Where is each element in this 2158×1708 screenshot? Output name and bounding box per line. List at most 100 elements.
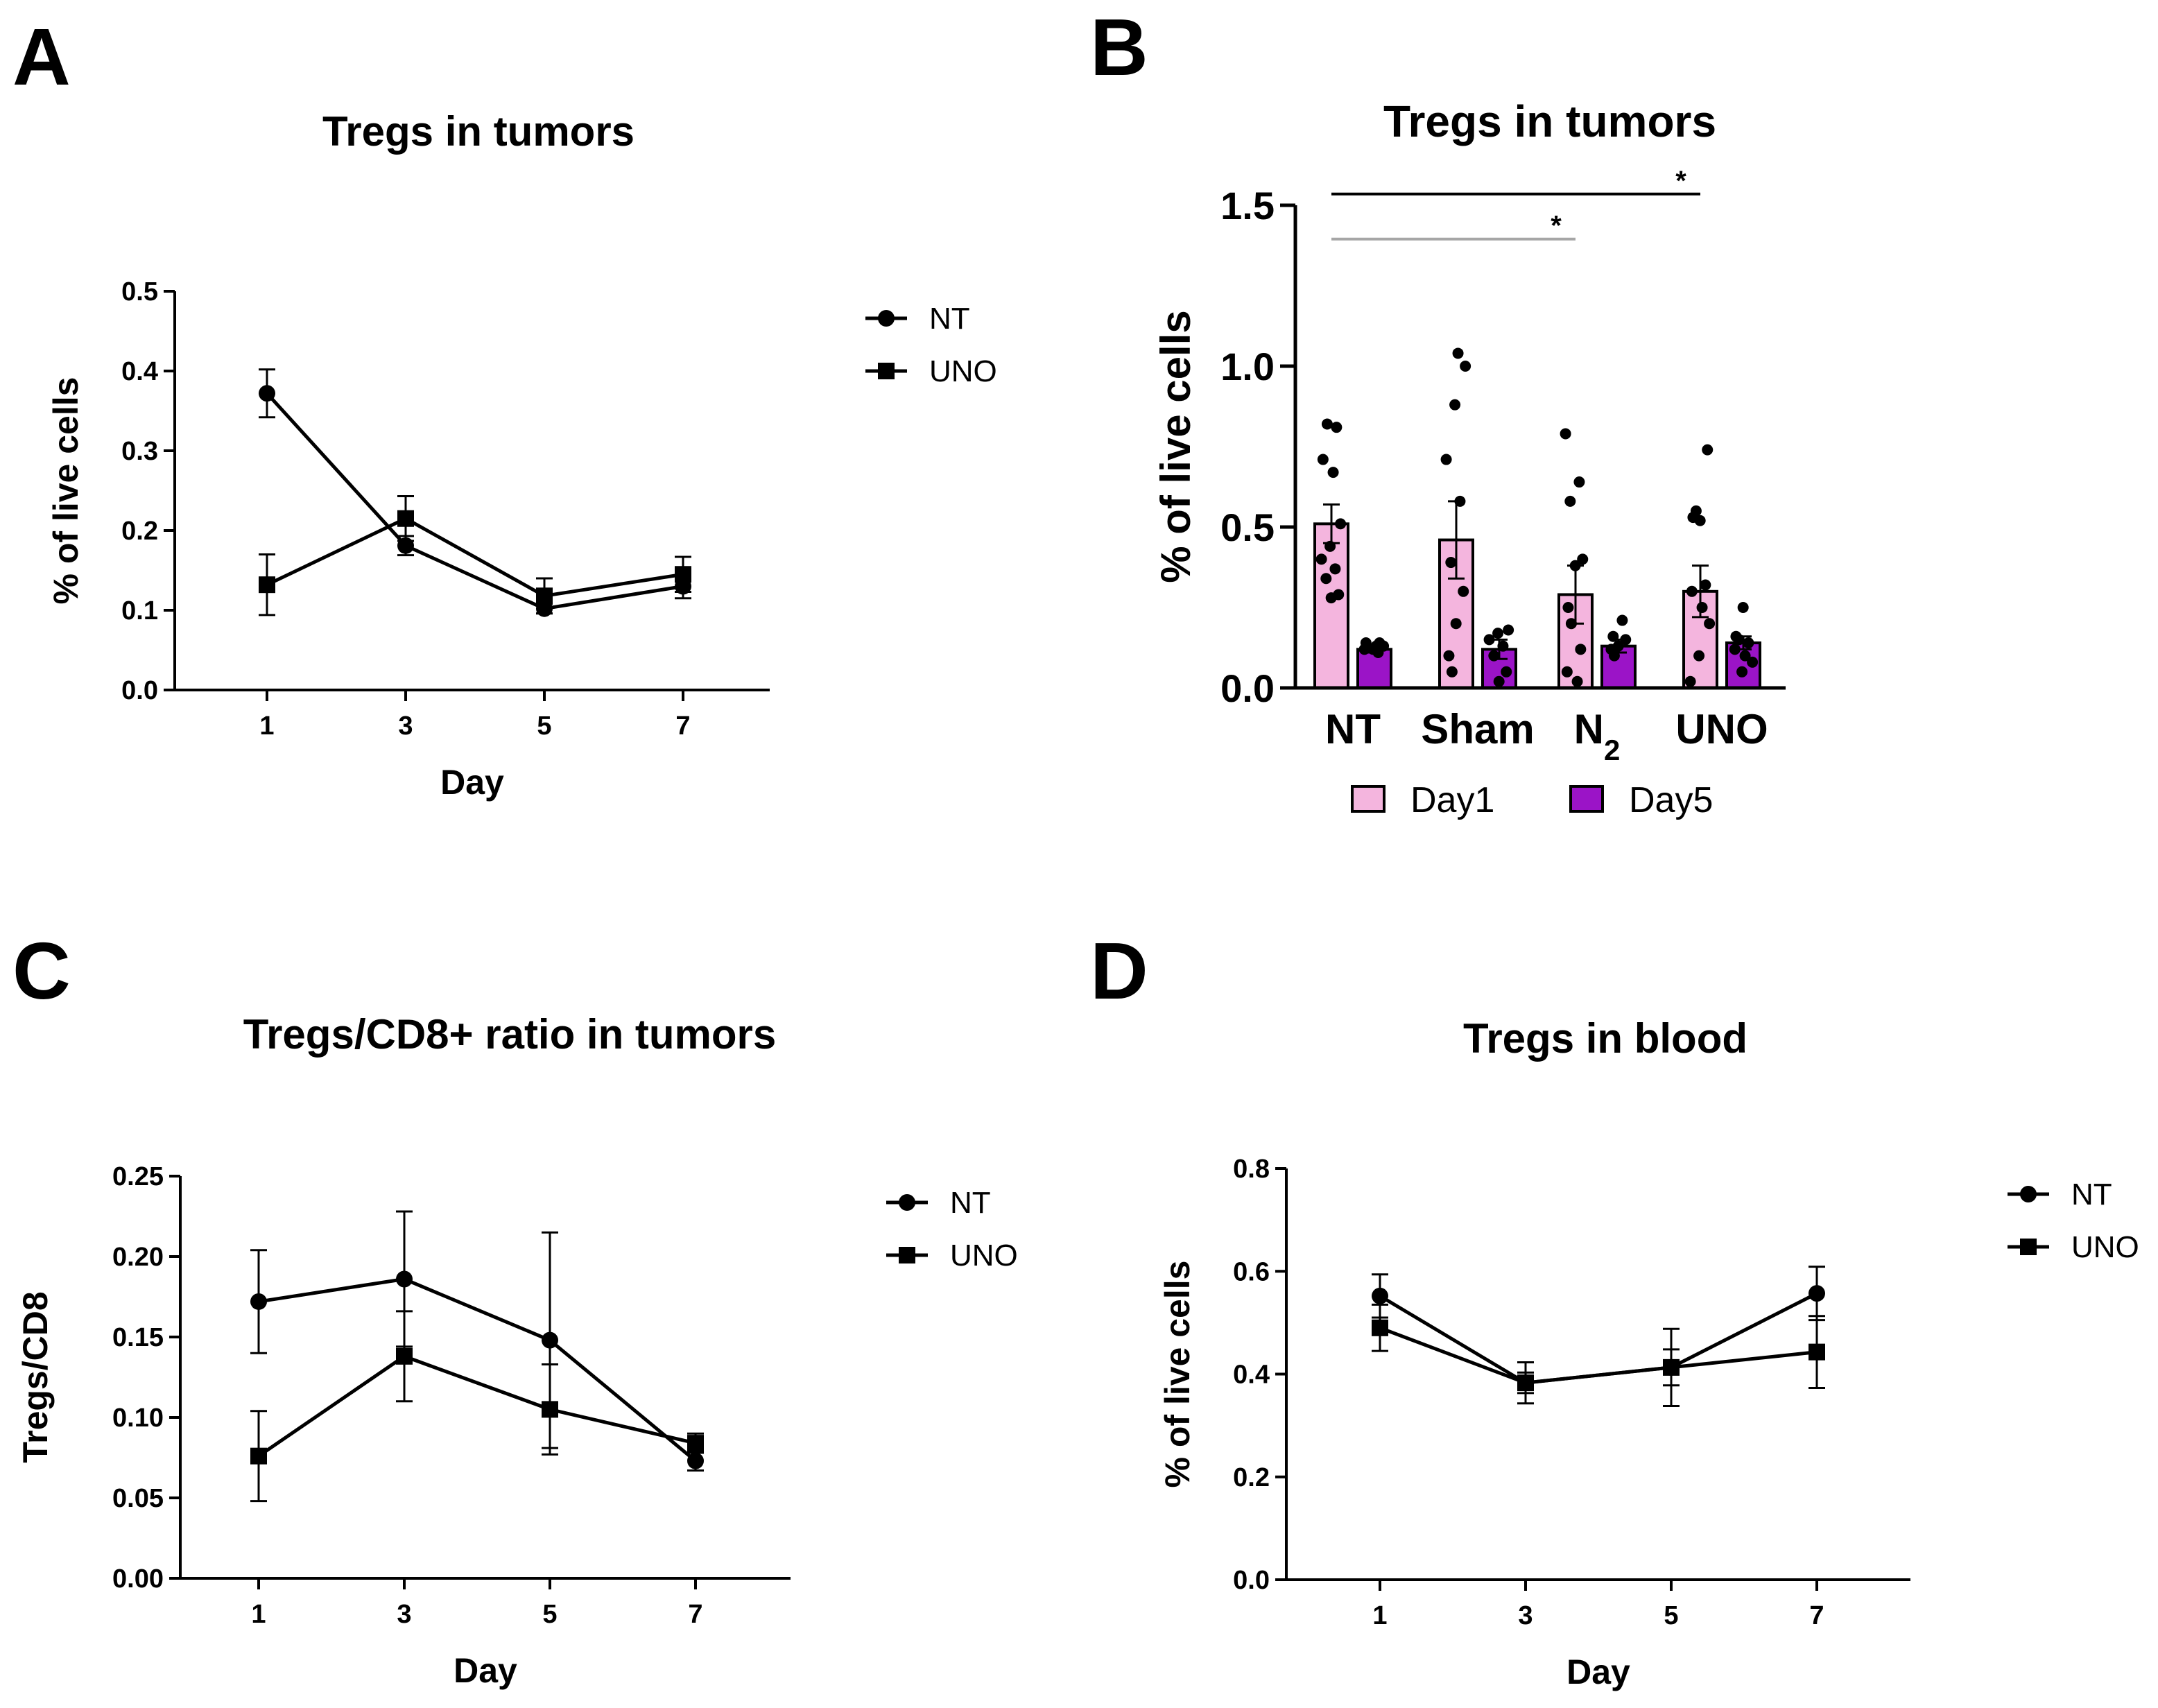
panel-b-x-tick-label-uno: UNO — [1675, 706, 1768, 752]
panel-a-x-tick-label: 5 — [537, 711, 551, 741]
panel-a-x-tick-label: 3 — [398, 711, 413, 741]
panel-b-day5-sham-point — [1497, 640, 1509, 652]
panel-b-day5-uno-point — [1743, 637, 1754, 649]
panel-d-x-tick-label: 1 — [1372, 1601, 1387, 1630]
panel-d-y-tick-label: 0.0 — [1233, 1566, 1270, 1595]
panel-c-y-tick-label: 0.20 — [112, 1243, 164, 1272]
panel-b-day1-sham-point — [1440, 454, 1452, 465]
panel-a-series-uno-point — [536, 587, 553, 605]
panel-b-day5-n-point — [1608, 650, 1620, 662]
panel-a-series-uno-point — [397, 510, 414, 527]
panel-b-day5-uno-point — [1729, 644, 1741, 655]
panel-d-legend-nt-marker — [2020, 1186, 2037, 1202]
panel-a-legend-uno-label: UNO — [929, 354, 997, 388]
panel-b-day5-uno-point — [1737, 602, 1749, 613]
panel-b-day1-nt-point — [1329, 563, 1341, 575]
panel-b-day1-uno-point — [1700, 579, 1711, 591]
panel-a-y-tick-label: 0.3 — [121, 437, 158, 466]
panel-c-x-tick-label: 7 — [688, 1600, 702, 1629]
panel-b-x-tick-subscript: 2 — [1604, 734, 1620, 766]
panel-b-legend-day5-label: Day5 — [1629, 780, 1713, 820]
panel-a-y-tick-label: 0.1 — [121, 596, 158, 626]
panel-a-y-axis-label: % of live cells — [46, 377, 85, 605]
panel-a-x-tick-label: 7 — [675, 711, 690, 741]
panel-b-day1-n-point — [1573, 476, 1585, 488]
panel-c-y-tick-label: 0.15 — [112, 1323, 164, 1352]
panel-b-day1-sham-point — [1458, 585, 1469, 597]
panel-a-legend-uno-marker — [878, 363, 895, 379]
panel-b-day1-nt-point — [1320, 573, 1332, 585]
panel-c-x-tick-label: 1 — [251, 1600, 266, 1629]
panel-b-day1-n-point — [1577, 553, 1589, 565]
panel-letter-B: B — [1090, 2, 1148, 92]
panel-c-legend-uno-marker — [899, 1247, 915, 1263]
panel-a-legend-nt-label: NT — [929, 302, 970, 336]
panel-b-chart: Tregs in tumors 0.0 0.5 1.0 1.5 % of live cel… — [1153, 96, 1786, 820]
panel-b-y-tick-label: 0.0 — [1220, 666, 1275, 710]
panel-b-y-tick-label: 1.5 — [1220, 184, 1275, 227]
panel-a-legend-nt-marker — [878, 310, 895, 327]
panel-c-y-tick-label: 0.10 — [112, 1404, 164, 1433]
panel-c-series-nt-point — [396, 1270, 413, 1288]
panel-c-series-uno-point — [250, 1447, 267, 1465]
panel-c-series-uno-point — [687, 1435, 704, 1452]
panel-d-x-tick-label: 5 — [1664, 1601, 1678, 1630]
panel-b-day5-sham-point — [1488, 650, 1500, 662]
panel-a-chart: Tregs in tumors 0.0 0.1 0.2 0.3 0.4 0.5 1 3 5 7 Day… — [46, 108, 997, 802]
panel-b-day1-n-point — [1564, 495, 1576, 507]
panel-b-y-axis-label: % of live cells — [1153, 310, 1199, 583]
panel-b-significance-star: * — [1551, 211, 1562, 241]
panel-c-x-tick-label: 5 — [542, 1600, 557, 1629]
panel-b-day5-nt-point — [1358, 644, 1370, 655]
panel-a-y-tick-label: 0.2 — [121, 517, 158, 546]
panel-b-day5-uno-point — [1733, 634, 1745, 646]
panel-b-day1-n-point — [1575, 644, 1587, 655]
panel-b-day1-nt-point — [1325, 592, 1337, 604]
panel-a-y-tick-label: 0.4 — [121, 357, 158, 386]
panel-b-x-tick-label-n: N2 — [1574, 706, 1621, 766]
panel-b-title: Tregs in tumors — [1383, 96, 1716, 146]
panel-letter-D: D — [1090, 926, 1148, 1016]
panel-a-series-uno-line — [266, 516, 684, 598]
panel-a-x-tick-label: 1 — [259, 711, 274, 741]
panel-b-day1-sham-point — [1446, 666, 1458, 678]
panel-b-day1-sham-point — [1450, 618, 1462, 630]
panel-c-legend-nt-marker — [899, 1194, 915, 1211]
panel-d-series-uno-point — [1809, 1343, 1825, 1361]
panel-b-day1-sham-point — [1445, 557, 1457, 569]
panel-b-day1-nt-point — [1335, 518, 1347, 530]
panel-c-series-uno-point — [396, 1347, 413, 1365]
panel-b-day1-nt-point — [1317, 454, 1329, 465]
panel-b-day1-nt-point — [1327, 467, 1339, 478]
panel-b-day1-sham-point — [1460, 361, 1471, 372]
panel-b-day5-nt-point — [1372, 646, 1384, 658]
panel-b-day1-sham-point — [1452, 347, 1464, 359]
panel-b-legend-day1-label: Day1 — [1410, 780, 1494, 820]
panel-c-y-tick-label: 0.25 — [112, 1162, 164, 1191]
panel-a-series-nt-point — [259, 385, 275, 402]
panel-b-day1-uno-point — [1690, 505, 1702, 517]
panel-b-day5-n-point — [1620, 634, 1632, 646]
panel-b-day5-n-point — [1607, 630, 1619, 642]
panel-b-day1-uno-point — [1684, 675, 1696, 687]
panel-c-title: Tregs/CD8+ ratio in tumors — [243, 1011, 777, 1058]
panel-d-y-tick-label: 0.8 — [1233, 1155, 1270, 1184]
panel-b-day5-sham-point — [1501, 666, 1512, 678]
panel-b-y-tick-label: 1.0 — [1220, 345, 1275, 388]
panel-d-chart: Tregs in blood 0.0 0.2 0.4 0.6 0.8 1 3 5 7 Day % of… — [1158, 1015, 2139, 1691]
panel-d-x-tick-label: 7 — [1809, 1601, 1824, 1630]
panel-d-legend-uno-label: UNO — [2071, 1230, 2139, 1264]
panel-letter-C: C — [12, 926, 71, 1016]
panel-c-y-tick-label: 0.00 — [112, 1564, 164, 1594]
panel-b-day5-sham-point — [1493, 675, 1505, 687]
panel-b-day1-n-point — [1569, 560, 1581, 571]
panel-b-day1-uno-point — [1704, 618, 1716, 630]
panel-b-day1-uno-point — [1693, 650, 1705, 662]
panel-d-title: Tregs in blood — [1463, 1015, 1747, 1062]
panel-b-day1-sham-point — [1449, 399, 1461, 411]
panel-b-legend-day5-swatch — [1569, 785, 1604, 813]
panel-a-title: Tregs in tumors — [322, 108, 635, 155]
panel-d-series-nt-line — [1379, 1291, 1818, 1385]
panel-b-day5-n-point — [1616, 614, 1628, 626]
